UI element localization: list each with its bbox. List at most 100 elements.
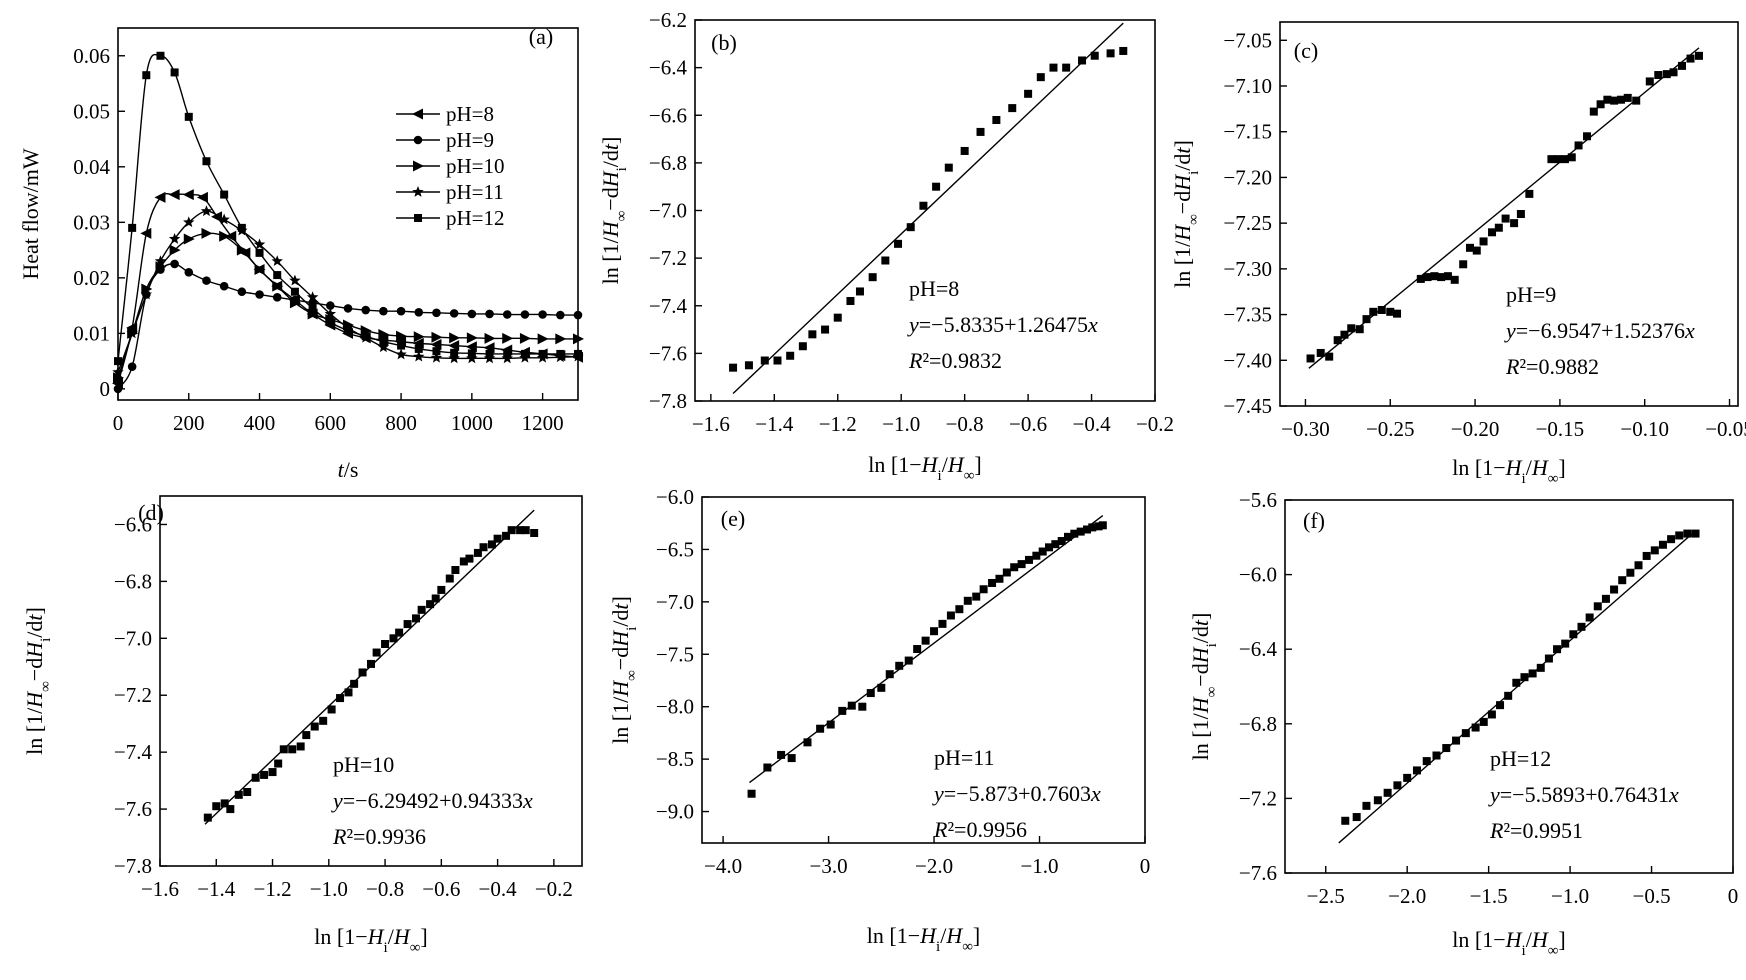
data-point bbox=[979, 585, 988, 594]
data-point bbox=[426, 600, 435, 609]
scatter-points bbox=[729, 46, 1128, 372]
data-point bbox=[1316, 348, 1325, 357]
y-tick-label: −8.0 bbox=[656, 695, 694, 719]
data-point bbox=[168, 189, 180, 201]
annotation-ph: pH=8 bbox=[909, 276, 959, 301]
data-point bbox=[1017, 560, 1026, 569]
data-point bbox=[126, 327, 138, 339]
x-tick-label: −0.2 bbox=[1136, 412, 1174, 436]
y-tick-label: 0.05 bbox=[73, 99, 110, 123]
data-point bbox=[938, 619, 947, 628]
data-point bbox=[1589, 107, 1598, 116]
data-point bbox=[272, 280, 284, 292]
data-point bbox=[906, 223, 915, 232]
legend-marker bbox=[412, 108, 423, 120]
data-point bbox=[1634, 561, 1643, 570]
data-point bbox=[1461, 729, 1470, 738]
data-point bbox=[414, 307, 424, 317]
data-point bbox=[344, 688, 353, 697]
data-point bbox=[350, 679, 359, 688]
data-point bbox=[1675, 531, 1684, 540]
x-tick-label: −1.0 bbox=[882, 412, 920, 436]
data-point bbox=[170, 259, 179, 269]
data-point bbox=[1024, 555, 1033, 564]
x-axis-label: ln [1−Hi/H∞] bbox=[314, 924, 427, 956]
y-axis-label: ln [1/H∞−dHi/dt] bbox=[22, 607, 54, 755]
data-point bbox=[976, 127, 985, 136]
data-point bbox=[1501, 214, 1510, 223]
data-point bbox=[1516, 210, 1525, 218]
data-point bbox=[484, 332, 496, 344]
data-point bbox=[1504, 691, 1513, 700]
data-point bbox=[1623, 93, 1632, 102]
data-point bbox=[1574, 141, 1583, 150]
x-tick-label: −0.15 bbox=[1536, 417, 1585, 441]
annotation-r2: R²=0.9882 bbox=[1505, 354, 1599, 379]
x-tick-label: −0.5 bbox=[1632, 884, 1670, 908]
data-point bbox=[202, 276, 211, 285]
data-point bbox=[855, 287, 864, 296]
data-point bbox=[396, 330, 408, 342]
data-point bbox=[1045, 543, 1054, 552]
y-tick-label: −7.0 bbox=[649, 199, 687, 223]
data-point bbox=[846, 296, 855, 305]
data-point bbox=[904, 656, 913, 665]
data-point bbox=[397, 341, 406, 350]
data-point bbox=[319, 716, 328, 725]
data-point bbox=[838, 706, 847, 715]
data-point bbox=[729, 363, 738, 372]
data-point bbox=[219, 281, 229, 291]
x-tick-label: −4.0 bbox=[704, 854, 742, 878]
data-point bbox=[520, 310, 530, 319]
data-point bbox=[1536, 663, 1545, 672]
data-point bbox=[290, 287, 299, 296]
data-point bbox=[296, 742, 305, 751]
data-point bbox=[459, 557, 468, 566]
data-point bbox=[1650, 546, 1659, 555]
data-point bbox=[326, 318, 335, 327]
data-point bbox=[747, 789, 756, 798]
data-point bbox=[1076, 527, 1085, 536]
x-tick-label: −0.25 bbox=[1366, 417, 1415, 441]
data-point bbox=[377, 341, 390, 353]
data-point bbox=[251, 773, 260, 782]
data-point bbox=[1494, 223, 1503, 232]
data-point bbox=[1479, 237, 1488, 246]
x-tick-label: −0.4 bbox=[1073, 412, 1112, 436]
data-point bbox=[847, 701, 856, 710]
y-tick-label: −7.4 bbox=[649, 294, 688, 318]
legend-entry: pH=10 bbox=[446, 154, 505, 178]
data-point bbox=[1520, 673, 1529, 682]
x-tick-label: −1.0 bbox=[1551, 884, 1589, 908]
data-point bbox=[437, 585, 446, 594]
data-point bbox=[1333, 336, 1342, 345]
data-point bbox=[168, 232, 181, 244]
data-point bbox=[288, 745, 297, 754]
data-point bbox=[225, 230, 237, 242]
y-tick-label: −5.6 bbox=[1239, 488, 1277, 512]
annotation-equation: y=−6.9547+1.52376x bbox=[1504, 318, 1695, 343]
y-tick-label: −7.0 bbox=[656, 590, 694, 614]
data-point bbox=[885, 670, 894, 679]
legend-marker bbox=[412, 186, 424, 197]
data-point bbox=[1603, 95, 1612, 104]
data-point bbox=[268, 768, 277, 777]
x-tick-label: 600 bbox=[315, 411, 347, 435]
y-tick-label: −7.10 bbox=[1223, 74, 1272, 98]
data-point bbox=[1341, 816, 1350, 825]
data-point bbox=[798, 342, 807, 351]
legend-entry: pH=12 bbox=[446, 206, 505, 230]
data-point bbox=[1658, 540, 1667, 549]
data-point bbox=[507, 526, 516, 535]
y-tick-label: −8.5 bbox=[656, 747, 694, 771]
series-pH=10 bbox=[113, 227, 584, 384]
y-tick-label: −6.8 bbox=[649, 151, 687, 175]
data-point bbox=[519, 332, 531, 344]
y-axis-label: ln [1/H∞−dHi/dt] bbox=[608, 596, 640, 744]
x-tick-label: 1000 bbox=[451, 411, 493, 435]
y-tick-label: −7.15 bbox=[1223, 120, 1272, 144]
y-tick-label: −7.8 bbox=[649, 389, 687, 413]
y-tick-label: −7.4 bbox=[114, 740, 153, 764]
data-point bbox=[1416, 274, 1425, 283]
